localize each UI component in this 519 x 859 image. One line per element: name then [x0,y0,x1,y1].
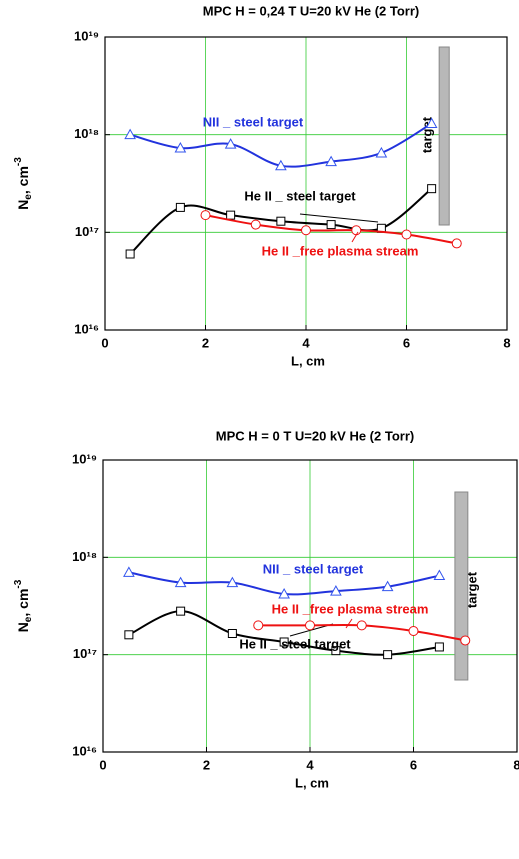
x-tick-label: 0 [101,335,108,350]
marker [351,225,362,236]
marker [375,146,388,158]
marker [175,202,185,212]
y-axis-label: Ne, cm-3 [13,579,34,632]
marker [174,576,187,588]
marker [250,219,261,230]
y-axis-label-part: , cm [15,166,31,194]
y-tick-label: 10¹⁸ [74,126,99,141]
y-axis-label-part: e [23,194,34,200]
marker [330,585,342,596]
y-axis-label: Ne, cm-3 [13,157,34,210]
pointer-arrow [351,231,359,243]
plot-frame [102,459,518,753]
marker [326,220,336,230]
y-axis-label-part: -3 [13,579,24,588]
marker [124,128,136,140]
y-axis-label-part: N [15,622,31,632]
marker [301,225,311,236]
y-tick-label: 10¹⁶ [72,743,97,758]
y-tick-label: 10¹⁹ [72,451,97,466]
marker [425,117,438,129]
y-axis-label-part: -3 [13,157,24,166]
pointer-arrow [299,213,379,223]
marker [174,141,187,153]
target-bar [438,46,450,226]
marker [381,580,394,592]
x-tick-label: 8 [513,757,519,772]
chart-title: MPC H = 0,24 T U=20 kV He (2 Torr) [203,3,420,18]
marker [227,628,237,638]
marker [226,210,236,220]
y-tick-label: 10¹⁸ [72,549,97,564]
x-tick-label: 6 [403,335,410,350]
annotation: target [464,571,479,608]
x-tick-label: 6 [410,757,417,772]
series-label: He II _free plasma stream [262,243,419,258]
marker [176,606,186,616]
series-label: He II _free plasma stream [272,601,429,616]
marker [356,620,367,631]
target-bar [454,491,469,681]
marker [278,587,290,599]
y-tick-label: 10¹⁷ [75,224,99,239]
marker [305,620,315,631]
marker [451,238,462,249]
marker [331,646,341,656]
marker [427,184,437,194]
y-axis-label-part: N [15,200,31,210]
marker [276,216,286,226]
marker [401,229,412,240]
series-label: He II _ steel target [244,188,356,203]
plot-frame [104,36,508,331]
x-axis-label: L, cm [291,353,325,368]
marker [325,155,337,167]
y-tick-label: 10¹⁷ [73,646,97,661]
x-tick-label: 0 [99,757,106,772]
marker [434,642,444,652]
chart: MPC H = 0 T U=20 kV He (2 Torr) 0 2 4 6 8 10¹⁶… [13,428,519,790]
y-axis-label-part: e [23,616,34,622]
marker [275,159,287,171]
x-tick-label: 2 [202,335,209,350]
chart: MPC H = 0,24 T U=20 kV He (2 Torr) 0 2 4 6 8 1… [13,3,511,368]
marker [279,637,289,647]
x-axis-label: L, cm [295,775,329,790]
y-axis-label-part: , cm [15,589,31,617]
series-label: NII _ steel target [203,114,304,129]
pointer-arrow [345,618,353,629]
x-tick-label: 4 [302,335,310,350]
marker [123,566,135,577]
series-line [205,214,457,245]
marker [224,138,237,149]
marker [383,650,393,660]
marker [433,569,446,581]
marker [200,210,211,221]
x-tick-label: 2 [203,757,210,772]
series-label: NII _ steel target [263,561,364,576]
marker [408,626,419,637]
x-tick-label: 8 [503,335,510,350]
marker [460,635,471,646]
y-tick-label: 10¹⁹ [74,28,99,43]
y-tick-label: 10¹⁶ [74,321,99,336]
chart-title: MPC H = 0 T U=20 kV He (2 Torr) [216,428,414,443]
marker [125,249,135,259]
marker [253,620,264,631]
marker [124,630,134,640]
x-tick-label: 4 [306,757,314,772]
series-label: He II _ steel target [239,636,351,651]
marker [226,576,239,588]
